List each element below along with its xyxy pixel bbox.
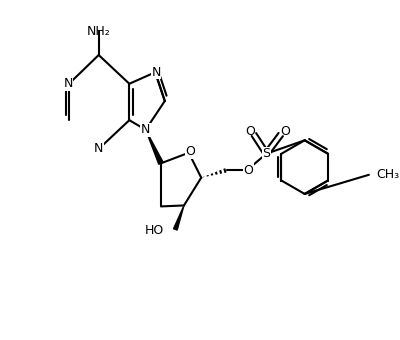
Text: N: N	[141, 123, 150, 136]
Text: S: S	[262, 147, 270, 160]
Text: O: O	[245, 125, 255, 138]
Text: O: O	[243, 164, 253, 176]
Polygon shape	[146, 130, 163, 164]
Text: CH₃: CH₃	[376, 168, 400, 181]
Text: N: N	[63, 77, 73, 90]
Text: O: O	[186, 145, 196, 158]
Text: NH₂: NH₂	[87, 24, 110, 37]
Text: N: N	[94, 142, 103, 155]
Text: O: O	[280, 125, 290, 138]
Text: HO: HO	[144, 224, 164, 237]
Polygon shape	[174, 205, 184, 230]
Text: N: N	[152, 66, 161, 79]
